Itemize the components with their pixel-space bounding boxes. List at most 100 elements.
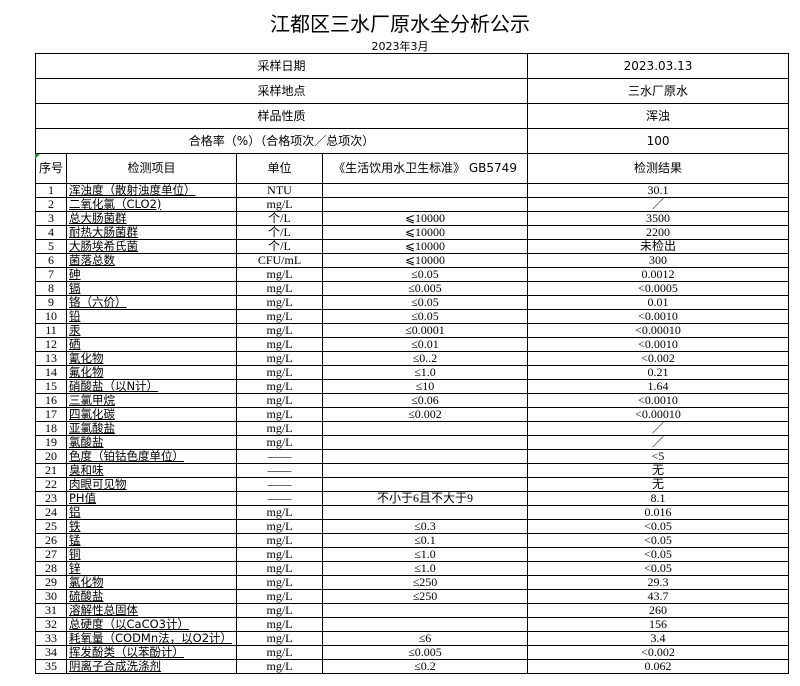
- cell-unit: mg/L: [236, 323, 323, 338]
- cell-unit: mg/L: [236, 631, 323, 646]
- cell-item: 铜: [66, 547, 237, 562]
- table-row: 1 浑浊度（散射浊度单位） NTU 30.1: [35, 183, 790, 198]
- cell-unit: mg/L: [236, 267, 323, 282]
- table-row: 11 汞 mg/L ≤0.0001 <0.00010: [35, 323, 790, 338]
- cell-item: 四氯化碳: [66, 407, 237, 422]
- cell-seq: 1: [35, 183, 67, 198]
- cell-result: 0.062: [527, 659, 790, 674]
- cell-seq: 31: [35, 603, 67, 618]
- table-row: 7 砷 mg/L ≤0.05 0.0012: [35, 267, 790, 282]
- info-row-sample-location: 采样地点 三水厂原水: [34, 78, 790, 104]
- table-row: 34 挥发酚类（以苯酚计） mg/L ≤0.005 <0.002: [35, 645, 790, 660]
- cell-seq: 22: [35, 477, 67, 492]
- cell-standard: [321, 183, 529, 198]
- table-row: 2 二氧化氯（CLO2) mg/L ／: [35, 197, 790, 212]
- analysis-table: 采样日期 2023.03.13 采样地点 三水厂原水 样品性质 浑浊 合格率（%）（合…: [34, 53, 790, 674]
- cell-seq: 35: [35, 659, 67, 674]
- cell-standard: ≤0.06: [321, 393, 529, 408]
- cell-result: ／: [527, 421, 790, 436]
- cell-item: 氯化物: [66, 575, 237, 590]
- table-row: 31 溶解性总固体 mg/L 260: [35, 603, 790, 618]
- cell-seq: 4: [35, 225, 67, 240]
- cell-unit: CFU/mL: [236, 253, 323, 268]
- table-row: 19 氯酸盐 mg/L ／: [35, 435, 790, 450]
- cell-unit: mg/L: [236, 421, 323, 436]
- table-row: 8 镉 mg/L ≤0.005 <0.0005: [35, 281, 790, 296]
- cell-result: <0.00010: [527, 323, 790, 338]
- cell-item: 色度（铂钴色度单位）: [66, 449, 237, 464]
- cell-result: <5: [527, 449, 790, 464]
- cell-standard: [321, 477, 529, 492]
- cell-item: 亚氯酸盐: [66, 421, 237, 436]
- cell-item: 铁: [66, 519, 237, 534]
- cell-unit: mg/L: [236, 505, 323, 520]
- cell-unit: mg/L: [236, 281, 323, 296]
- cell-item: 三氯甲烷: [66, 393, 237, 408]
- cell-item: 锰: [66, 533, 237, 548]
- table-row: 9 铬（六价） mg/L ≤0.05 0.01: [35, 295, 790, 310]
- cell-result: 0.21: [527, 365, 790, 380]
- cell-item: 氟化物: [66, 365, 237, 380]
- cell-standard: ≤0.05: [321, 295, 529, 310]
- cell-unit: 个/L: [236, 211, 323, 226]
- cell-result: 3.4: [527, 631, 790, 646]
- table-row: 23 PH值 —— 不小于6且不大于9 8.1: [35, 491, 790, 506]
- cell-unit: ——: [236, 477, 323, 492]
- cell-result: <0.05: [527, 561, 790, 576]
- cell-result: 未检出: [527, 239, 790, 254]
- cell-unit: ——: [236, 491, 323, 506]
- cell-item: 大肠埃希氏菌: [66, 239, 237, 254]
- cell-unit: mg/L: [236, 393, 323, 408]
- cell-unit: mg/L: [236, 575, 323, 590]
- table-row: 17 四氯化碳 mg/L ≤0.002 <0.00010: [35, 407, 790, 422]
- cell-standard: [321, 197, 529, 212]
- table-header: 序号 检测项目 单位 《生活饮用水卫生标准》 GB5749 检测结果: [35, 153, 790, 184]
- cell-standard: ≤0..2: [321, 351, 529, 366]
- cell-result: <0.002: [527, 645, 790, 660]
- cell-seq: 12: [35, 337, 67, 352]
- cell-seq: 2: [35, 197, 67, 212]
- cell-seq: 28: [35, 561, 67, 576]
- cell-unit: mg/L: [236, 519, 323, 534]
- cell-item: 铅: [66, 309, 237, 324]
- cell-result: <0.0010: [527, 393, 790, 408]
- header-item: 检测项目: [66, 153, 237, 184]
- page-title: 江都区三水厂原水全分析公示: [270, 12, 530, 36]
- table-row: 6 菌落总数 CFU/mL ⩽10000 300: [35, 253, 790, 268]
- info-row-sample-date: 采样日期 2023.03.13: [34, 53, 790, 79]
- cell-result: 1.64: [527, 379, 790, 394]
- table-row: 3 总大肠菌群 个/L ⩽10000 3500: [35, 211, 790, 226]
- cell-item: 锌: [66, 561, 237, 576]
- info-value: 浑浊: [527, 103, 790, 129]
- cell-standard: ≤1.0: [321, 561, 529, 576]
- cell-unit: mg/L: [236, 309, 323, 324]
- cell-item: 铝: [66, 505, 237, 520]
- cell-seq: 32: [35, 617, 67, 632]
- info-label: 采样日期: [34, 53, 529, 79]
- cell-item: 阴离子合成洗涤剂: [66, 659, 237, 674]
- cell-seq: 10: [35, 309, 67, 324]
- cell-item: 挥发酚类（以苯酚计）: [66, 645, 237, 660]
- cell-unit: mg/L: [236, 379, 323, 394]
- cell-seq: 20: [35, 449, 67, 464]
- cell-unit: 个/L: [236, 225, 323, 240]
- cell-result: 156: [527, 617, 790, 632]
- cell-unit: mg/L: [236, 533, 323, 548]
- info-label: 合格率（%）（合格项次／总项次）: [34, 128, 529, 154]
- cell-standard: ≤0.01: [321, 337, 529, 352]
- cell-standard: ⩽10000: [321, 211, 529, 226]
- cell-item: 汞: [66, 323, 237, 338]
- table-row: 30 硫酸盐 mg/L ≤250 43.7: [35, 589, 790, 604]
- cell-seq: 17: [35, 407, 67, 422]
- cell-seq: 8: [35, 281, 67, 296]
- table-row: 35 阴离子合成洗涤剂 mg/L ≤0.2 0.062: [35, 659, 790, 674]
- cell-standard: ≤0.0001: [321, 323, 529, 338]
- cell-seq: 27: [35, 547, 67, 562]
- cell-result: ／: [527, 197, 790, 212]
- cell-seq: 21: [35, 463, 67, 478]
- table-row: 14 氟化物 mg/L ≤1.0 0.21: [35, 365, 790, 380]
- page-subtitle: 2023年3月: [371, 40, 429, 53]
- cell-item: 氯酸盐: [66, 435, 237, 450]
- cell-unit: mg/L: [236, 351, 323, 366]
- cell-standard: ≤10: [321, 379, 529, 394]
